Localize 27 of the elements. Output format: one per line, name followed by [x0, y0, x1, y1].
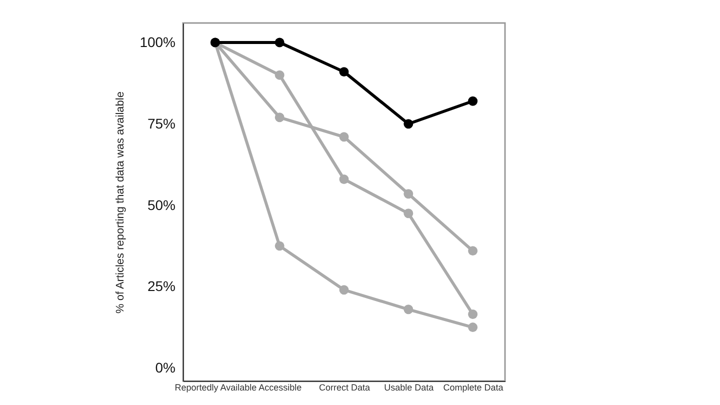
point — [339, 285, 349, 295]
y-tick-label: 100% — [140, 34, 176, 50]
x-tick-label: Accessible — [258, 382, 302, 392]
point — [468, 246, 478, 256]
point — [339, 174, 349, 184]
point — [404, 208, 414, 218]
x-tick-label: Reportedly Available — [174, 382, 257, 392]
x-tick-label: Correct Data — [318, 382, 370, 392]
point — [274, 38, 284, 48]
point — [339, 132, 349, 142]
point — [274, 70, 284, 80]
y-tick-label: 75% — [147, 115, 176, 132]
point — [468, 96, 478, 106]
point — [274, 241, 284, 251]
x-tick-label: Complete Data — [443, 382, 504, 392]
y-tick-label: 25% — [147, 278, 176, 294]
x-tick-label: Usable Data — [384, 382, 434, 392]
point — [404, 119, 414, 129]
y-tick-label: 50% — [147, 196, 176, 213]
point — [404, 189, 414, 199]
point — [404, 304, 414, 314]
y-tick-label: 0% — [155, 359, 176, 376]
point — [274, 112, 284, 122]
point — [468, 322, 478, 332]
point — [468, 310, 478, 320]
point — [339, 67, 349, 77]
y-axis-title: % of Articles reporting that data was available — [114, 92, 127, 314]
